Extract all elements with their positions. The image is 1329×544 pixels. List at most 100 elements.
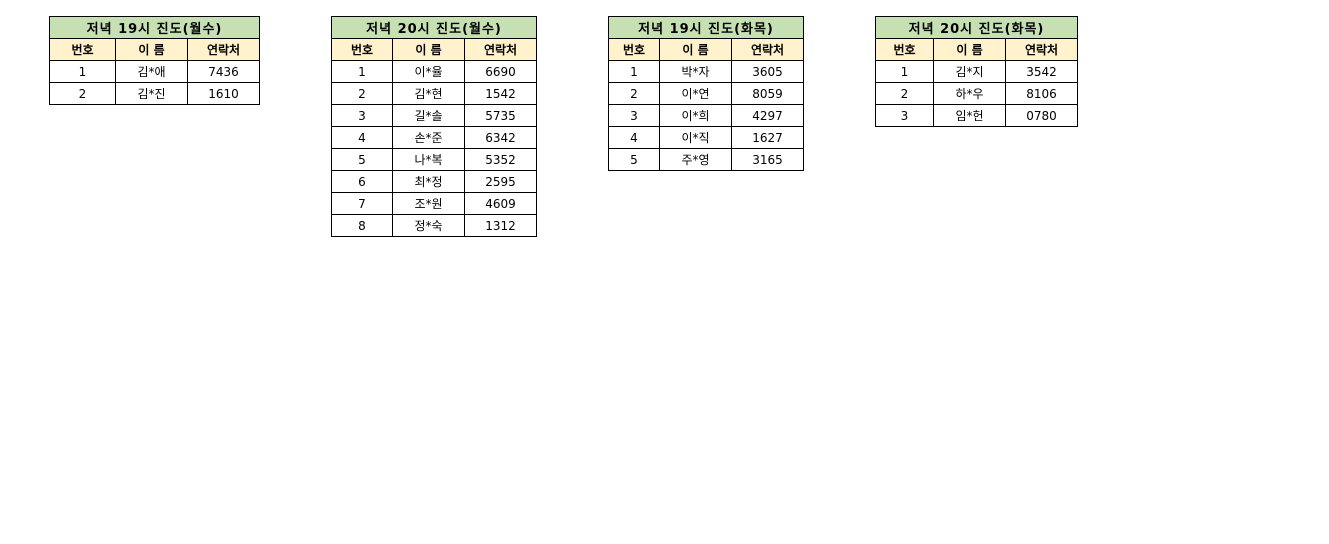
cell-no[interactable]: 4	[608, 126, 660, 149]
cell-no[interactable]: 2	[49, 82, 116, 105]
cell-contact[interactable]: 1610	[187, 82, 260, 105]
cell-no[interactable]: 1	[331, 60, 393, 83]
roster-table: 저녁 19시 진도(월수) 번호 이 름 연락처 1 김*애 7436 2 김*진 1610	[49, 16, 260, 105]
cell-name[interactable]: 이*율	[392, 60, 465, 83]
cell-no[interactable]: 5	[608, 148, 660, 171]
cell-contact[interactable]: 1542	[464, 82, 537, 105]
cell-contact[interactable]: 8059	[731, 82, 804, 105]
cell-name[interactable]: 임*헌	[933, 104, 1006, 127]
cell-name[interactable]: 박*자	[659, 60, 732, 83]
cell-contact[interactable]: 4609	[464, 192, 537, 215]
cell-contact[interactable]: 2595	[464, 170, 537, 193]
cell-contact[interactable]: 0780	[1005, 104, 1078, 127]
header-contact[interactable]: 연락처	[187, 38, 260, 61]
header-name[interactable]: 이 름	[933, 38, 1006, 61]
cell-contact[interactable]: 8106	[1005, 82, 1078, 105]
table-row: 2 하*우 8106	[875, 82, 1078, 105]
cell-contact[interactable]: 4297	[731, 104, 804, 127]
cell-contact[interactable]: 1312	[464, 214, 537, 237]
cell-contact[interactable]: 3165	[731, 148, 804, 171]
cell-no[interactable]: 3	[608, 104, 660, 127]
cell-contact[interactable]: 6342	[464, 126, 537, 149]
table-row: 4 손*준 6342	[331, 126, 537, 149]
table-header-row: 번호 이 름 연락처	[49, 38, 260, 61]
cell-name[interactable]: 김*진	[115, 82, 188, 105]
cell-name[interactable]: 나*복	[392, 148, 465, 171]
table-row: 3 임*헌 0780	[875, 104, 1078, 127]
cell-name[interactable]: 손*준	[392, 126, 465, 149]
table-title[interactable]: 저녁 19시 진도(화목)	[608, 16, 804, 39]
cell-name[interactable]: 이*희	[659, 104, 732, 127]
cell-name[interactable]: 이*연	[659, 82, 732, 105]
table-row: 5 나*복 5352	[331, 148, 537, 171]
cell-name[interactable]: 김*지	[933, 60, 1006, 83]
table-title[interactable]: 저녁 20시 진도(화목)	[875, 16, 1078, 39]
header-contact[interactable]: 연락처	[464, 38, 537, 61]
cell-no[interactable]: 1	[875, 60, 934, 83]
cell-name[interactable]: 길*솔	[392, 104, 465, 127]
table-row: 2 김*진 1610	[49, 82, 260, 105]
cell-no[interactable]: 1	[608, 60, 660, 83]
roster-table: 저녁 19시 진도(화목) 번호 이 름 연락처 1 박*자 3605 2 이*연 8059 3 이*…	[608, 16, 804, 171]
header-contact[interactable]: 연락처	[731, 38, 804, 61]
table-row: 5 주*영 3165	[608, 148, 804, 171]
table-row: 2 김*현 1542	[331, 82, 537, 105]
roster-table: 저녁 20시 진도(화목) 번호 이 름 연락처 1 김*지 3542 2 하*우 8106 3 임*…	[875, 16, 1078, 127]
cell-contact[interactable]: 1627	[731, 126, 804, 149]
table-title-row: 저녁 20시 진도(월수)	[331, 16, 537, 39]
table-header-row: 번호 이 름 연락처	[875, 38, 1078, 61]
table-row: 1 김*애 7436	[49, 60, 260, 83]
cell-no[interactable]: 5	[331, 148, 393, 171]
header-name[interactable]: 이 름	[115, 38, 188, 61]
table-row: 7 조*원 4609	[331, 192, 537, 215]
table-row: 1 김*지 3542	[875, 60, 1078, 83]
table-row: 2 이*연 8059	[608, 82, 804, 105]
cell-name[interactable]: 정*숙	[392, 214, 465, 237]
cell-name[interactable]: 하*우	[933, 82, 1006, 105]
table-title-row: 저녁 19시 진도(월수)	[49, 16, 260, 39]
table-title-row: 저녁 20시 진도(화목)	[875, 16, 1078, 39]
header-name[interactable]: 이 름	[392, 38, 465, 61]
cell-name[interactable]: 최*정	[392, 170, 465, 193]
table-row: 8 정*숙 1312	[331, 214, 537, 237]
cell-no[interactable]: 2	[608, 82, 660, 105]
table-header-row: 번호 이 름 연락처	[331, 38, 537, 61]
cell-name[interactable]: 이*직	[659, 126, 732, 149]
table-title[interactable]: 저녁 19시 진도(월수)	[49, 16, 260, 39]
cell-no[interactable]: 8	[331, 214, 393, 237]
table-row: 1 박*자 3605	[608, 60, 804, 83]
cell-no[interactable]: 4	[331, 126, 393, 149]
cell-name[interactable]: 조*원	[392, 192, 465, 215]
table-header-row: 번호 이 름 연락처	[608, 38, 804, 61]
cell-no[interactable]: 3	[331, 104, 393, 127]
table-title-row: 저녁 19시 진도(화목)	[608, 16, 804, 39]
cell-no[interactable]: 7	[331, 192, 393, 215]
table-row: 4 이*직 1627	[608, 126, 804, 149]
cell-contact[interactable]: 5352	[464, 148, 537, 171]
cell-no[interactable]: 1	[49, 60, 116, 83]
table-row: 3 길*솔 5735	[331, 104, 537, 127]
cell-contact[interactable]: 3605	[731, 60, 804, 83]
cell-no[interactable]: 2	[331, 82, 393, 105]
header-no[interactable]: 번호	[875, 38, 934, 61]
cell-name[interactable]: 김*애	[115, 60, 188, 83]
header-contact[interactable]: 연락처	[1005, 38, 1078, 61]
cell-no[interactable]: 3	[875, 104, 934, 127]
cell-no[interactable]: 6	[331, 170, 393, 193]
header-no[interactable]: 번호	[608, 38, 660, 61]
cell-name[interactable]: 김*현	[392, 82, 465, 105]
header-name[interactable]: 이 름	[659, 38, 732, 61]
cell-no[interactable]: 2	[875, 82, 934, 105]
cell-contact[interactable]: 7436	[187, 60, 260, 83]
cell-contact[interactable]: 5735	[464, 104, 537, 127]
table-row: 6 최*정 2595	[331, 170, 537, 193]
table-row: 3 이*희 4297	[608, 104, 804, 127]
cell-contact[interactable]: 6690	[464, 60, 537, 83]
header-no[interactable]: 번호	[331, 38, 393, 61]
table-title[interactable]: 저녁 20시 진도(월수)	[331, 16, 537, 39]
roster-table: 저녁 20시 진도(월수) 번호 이 름 연락처 1 이*율 6690 2 김*현 1542 3 길*…	[331, 16, 537, 237]
header-no[interactable]: 번호	[49, 38, 116, 61]
table-row: 1 이*율 6690	[331, 60, 537, 83]
cell-name[interactable]: 주*영	[659, 148, 732, 171]
cell-contact[interactable]: 3542	[1005, 60, 1078, 83]
